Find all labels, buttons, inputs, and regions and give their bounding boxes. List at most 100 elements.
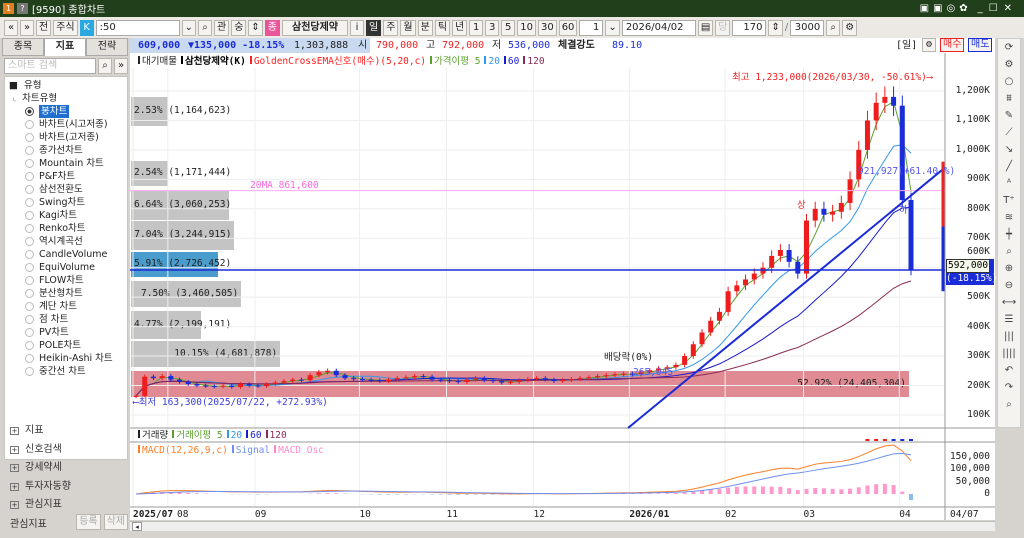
radio-button[interactable] [25, 367, 34, 376]
trend-icon[interactable]: ╱ [1005, 161, 1013, 172]
tab-stock[interactable]: 종목 [2, 38, 44, 56]
chart-icon[interactable]: ⩩ [1006, 93, 1012, 104]
legend-item[interactable]: 60 [250, 430, 262, 441]
zoom-icon[interactable]: ⌕ [826, 19, 841, 36]
radio-button[interactable] [25, 107, 34, 116]
scroll-left-icon[interactable]: ◂ [132, 522, 142, 531]
interval-3[interactable]: 3 [485, 19, 500, 36]
count-spinner[interactable]: ⇕ [768, 19, 783, 36]
chart-type-item[interactable]: CandleVolume [5, 248, 127, 261]
legend-item[interactable]: 거래량 [142, 430, 169, 441]
radio-button[interactable] [25, 211, 34, 220]
chart-type-item[interactable]: FLOW차트 [5, 274, 127, 287]
radio-button[interactable] [25, 185, 34, 194]
interval-1[interactable]: 1 [469, 19, 484, 36]
legend-item[interactable]: 대기매물 [142, 56, 177, 67]
stock-name[interactable]: 삼천당제약 [282, 19, 348, 36]
chart-type-item[interactable]: 종가선차트 [5, 144, 127, 157]
tab-indicator[interactable]: 지표 [44, 38, 86, 56]
line-icon[interactable]: ⟋ [1005, 127, 1013, 138]
radio-button[interactable] [25, 133, 34, 142]
interval-10[interactable]: 10 [517, 19, 536, 36]
legend-item[interactable]: 120 [527, 56, 545, 67]
tree-group[interactable]: ˪ 차트유형 [5, 92, 127, 105]
total-input[interactable]: 3000 [790, 19, 825, 36]
chart-type-item[interactable]: 바차트(시고저종) [5, 118, 127, 131]
section-3[interactable]: + 투자자동향 [4, 478, 128, 496]
chart-type-item[interactable]: P&F차트 [5, 170, 127, 183]
redo-icon[interactable]: ↷ [1004, 382, 1014, 393]
radio-button[interactable] [25, 328, 34, 337]
search-icon[interactable]: ⌕ [198, 19, 212, 36]
chart-type-item[interactable]: 계단 차트 [5, 300, 127, 313]
fib-icon[interactable]: ≋ [1004, 212, 1014, 223]
radio-button[interactable] [25, 354, 34, 363]
chart-type-item[interactable]: EquiVolume [5, 261, 127, 274]
chart-type-item[interactable]: Kagi차트 [5, 209, 127, 222]
horizontal-scrollbar[interactable]: ◂ [130, 521, 995, 531]
interval-input[interactable]: 1 [579, 19, 604, 36]
radio-button[interactable] [25, 198, 34, 207]
radio-button[interactable] [25, 172, 34, 181]
legend-item[interactable]: 20 [488, 56, 500, 67]
legend-item[interactable]: 120 [269, 430, 287, 441]
radio-button[interactable] [25, 159, 34, 168]
pen-icon[interactable]: ✎ [1004, 110, 1014, 121]
chart-type-item[interactable]: Heikin-Ashi 차트 [5, 352, 127, 365]
smart-search-input[interactable]: 스마트 검색 [4, 58, 96, 74]
k-badge[interactable]: K [79, 19, 94, 36]
chart-type-item[interactable]: Swing차트 [5, 196, 127, 209]
equal-icon[interactable]: ☰ [1004, 314, 1014, 325]
chart-type-item[interactable]: Renko차트 [5, 222, 127, 235]
chart-type-item[interactable]: 봉차트 [5, 105, 127, 118]
auto-icon[interactable]: ᴬ [1006, 178, 1012, 189]
radio-button[interactable] [25, 237, 34, 246]
circle-icon[interactable]: ○ [1004, 76, 1014, 87]
radio-button[interactable] [25, 315, 34, 324]
updown-icon[interactable]: ⇕ [248, 19, 263, 36]
candle-icon[interactable]: ┿ [1005, 229, 1013, 240]
chevron-down-icon[interactable]: ⌄ [605, 19, 620, 36]
legend-item[interactable]: Signal [235, 445, 271, 456]
register-button[interactable]: 등록 [76, 514, 101, 530]
bars-icon[interactable]: ||| [1003, 331, 1015, 342]
legend-item[interactable]: MACD Osc [278, 445, 324, 456]
chart-type-item[interactable]: 삼선전환도 [5, 183, 127, 196]
gear-icon[interactable]: ⚙ [922, 38, 936, 52]
market-select[interactable]: 주식 [53, 19, 78, 36]
interval-30[interactable]: 30 [537, 19, 557, 36]
radio-button[interactable] [25, 120, 34, 129]
info-button[interactable]: i [350, 19, 364, 36]
radio-button[interactable] [25, 250, 34, 259]
section-1[interactable]: + 신호검색 [4, 441, 128, 459]
chart-type-item[interactable]: PV차트 [5, 326, 127, 339]
sung-button[interactable]: 숭 [231, 19, 247, 36]
radio-button[interactable] [25, 263, 34, 272]
chevron-down-icon[interactable]: ⌄ [181, 19, 196, 36]
radio-button[interactable] [25, 276, 34, 285]
refresh-icon[interactable]: ⟳ [1004, 42, 1014, 53]
jeon-button[interactable]: 전 [36, 19, 52, 36]
radio-button[interactable] [25, 341, 34, 350]
gear-icon[interactable]: ⚙ [842, 19, 858, 36]
date-input[interactable]: 2026/04/02 [621, 19, 696, 36]
legend-item[interactable]: 60 [507, 56, 520, 67]
chart-type-item[interactable]: 점 차트 [5, 313, 127, 326]
legend-item[interactable]: MACD(12,26,9,c) [142, 445, 228, 456]
interval-5[interactable]: 5 [501, 19, 516, 36]
chevron-down-icon[interactable]: » [114, 58, 128, 74]
next-button[interactable]: » [20, 19, 34, 36]
legend-item[interactable]: GoldenCrossEMA신호(매수)(5,20,c) [253, 56, 427, 67]
zoom-icon[interactable]: ⌕ [1006, 246, 1012, 257]
help-icon[interactable]: ? [17, 3, 28, 14]
radio-button[interactable] [25, 302, 34, 311]
chart-type-item[interactable]: POLE차트 [5, 339, 127, 352]
period-day[interactable]: 일 [366, 19, 382, 36]
chart-type-item[interactable]: 분산형차트 [5, 287, 127, 300]
prev-button[interactable]: « [4, 19, 18, 36]
radio-button[interactable] [25, 224, 34, 233]
legend-item[interactable]: 삼천당제약(K) [184, 56, 246, 67]
chart-type-item[interactable]: Mountain 차트 [5, 157, 127, 170]
period-month[interactable]: 월 [400, 19, 416, 36]
section-4[interactable]: + 관심지표 [4, 496, 128, 514]
